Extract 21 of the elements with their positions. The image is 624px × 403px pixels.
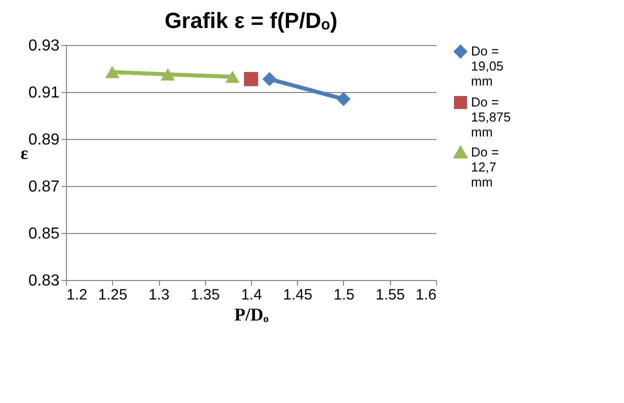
legend-label: Do = 19,05 mm <box>471 44 504 88</box>
x-tick-label: 1.2 <box>66 286 88 304</box>
y-tick-label: 0.91 <box>28 84 60 102</box>
y-tick-label: 0.89 <box>28 132 60 148</box>
chart-title: Grafik ε = f(P/Dₒ) <box>164 8 338 33</box>
y-tick-label: 0.87 <box>28 178 60 196</box>
x-tick-label: 1.4 <box>241 286 262 304</box>
y-tick-label: 0.83 <box>28 272 60 290</box>
x-tick-label: 1.45 <box>283 286 312 304</box>
y-tick-label: 0.93 <box>28 38 60 54</box>
x-tick-label: 1.25 <box>98 286 128 304</box>
x-tick-label: 1.5 <box>334 286 354 304</box>
legend-label: Do = 12,7 mm <box>471 144 499 190</box>
x-tick-label: 1.6 <box>416 286 436 304</box>
legend-label: Do = 15,875 mm <box>471 94 511 140</box>
x-tick-label: 1.55 <box>376 286 405 304</box>
x-tick-label: 1.3 <box>148 286 170 304</box>
y-axis-title: ε <box>20 143 29 163</box>
x-tick-label: 1.35 <box>190 286 220 304</box>
y-tick-label: 0.85 <box>28 226 60 242</box>
x-axis-title: P/Dₒ <box>234 304 269 324</box>
